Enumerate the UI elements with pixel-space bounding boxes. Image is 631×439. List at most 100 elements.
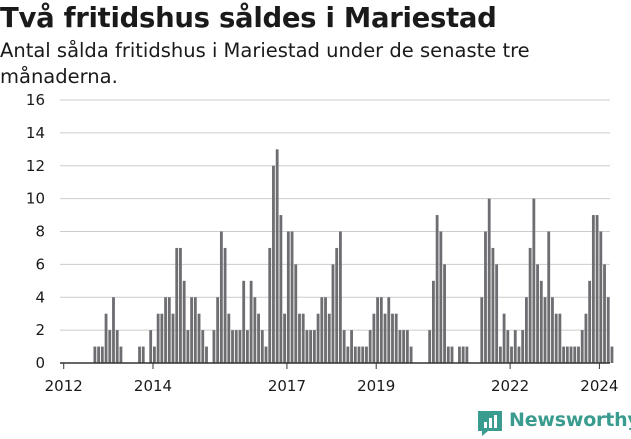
y-tick-label: 12 [26, 157, 45, 175]
bar [539, 280, 543, 363]
bar [365, 346, 368, 363]
chart-subtitle: Antal sålda fritidshus i Mariestad under… [0, 39, 530, 88]
bar [491, 247, 495, 363]
bar [484, 231, 487, 363]
y-axis-ticks: 0 2 4 6 8 10 12 14 16 [26, 91, 45, 372]
bar [186, 330, 190, 363]
bar [439, 231, 443, 363]
bar [190, 297, 194, 363]
bar [353, 346, 357, 363]
bar [346, 346, 350, 363]
bar [93, 346, 97, 363]
bar [536, 264, 539, 363]
bar [327, 313, 331, 363]
x-tick-label: 2024 [580, 377, 618, 395]
bar [591, 215, 595, 363]
bar [428, 330, 432, 363]
bar [551, 297, 554, 363]
bar [171, 313, 175, 363]
bar [446, 346, 450, 363]
bar [175, 247, 179, 363]
bar [595, 215, 599, 363]
x-tick-label: 2012 [45, 377, 83, 395]
bar [246, 330, 249, 363]
bar [379, 297, 383, 363]
bar [264, 346, 268, 363]
bar [294, 264, 298, 363]
bar [554, 313, 558, 363]
bar [193, 297, 197, 363]
bar [573, 346, 577, 363]
bar [312, 330, 316, 363]
x-axis-ticks: 2012 2014 2017 2019 2022 2024 [45, 363, 618, 395]
newsworthy-logo: Newsworthy [476, 408, 631, 436]
bar [316, 313, 320, 363]
bar [435, 215, 439, 363]
bar [339, 231, 342, 363]
bar [309, 330, 313, 363]
bar [305, 330, 309, 363]
bar [465, 346, 469, 363]
bar [179, 247, 182, 363]
bar [432, 280, 435, 363]
bar [480, 297, 484, 363]
bar [249, 280, 253, 363]
bar [383, 313, 387, 363]
bar [547, 231, 551, 363]
bar [502, 313, 506, 363]
bar [97, 346, 101, 363]
x-tick-label: 2017 [268, 377, 306, 395]
bar [238, 330, 242, 363]
bar [112, 297, 115, 363]
bar [357, 346, 361, 363]
bar [286, 231, 290, 363]
bar [584, 313, 588, 363]
bar [149, 330, 153, 363]
y-tick-label: 4 [35, 288, 45, 306]
bar [104, 313, 108, 363]
bar [223, 247, 227, 363]
bar [569, 346, 573, 363]
newsworthy-logo-text: Newsworthy [509, 409, 631, 431]
bar [394, 313, 398, 363]
bar [599, 231, 603, 363]
bar [242, 280, 246, 363]
bar [108, 330, 112, 363]
bar [525, 297, 528, 363]
bar [197, 313, 201, 363]
bar [532, 198, 536, 363]
bar [260, 330, 264, 363]
bar [253, 297, 257, 363]
bar [335, 247, 339, 363]
y-tick-label: 10 [26, 190, 45, 208]
bar [138, 346, 141, 363]
bar [528, 247, 532, 363]
bar [443, 264, 446, 363]
bar [298, 313, 301, 363]
bar [510, 346, 513, 363]
bar [513, 330, 517, 363]
bar [156, 313, 160, 363]
bar [119, 346, 123, 363]
bar [283, 313, 287, 363]
chart-title: Två fritidshus såldes i Mariestad [0, 2, 497, 34]
bar [368, 330, 372, 363]
bar [562, 346, 566, 363]
bar [301, 313, 305, 363]
bar [361, 346, 365, 363]
bar [577, 346, 580, 363]
bar [257, 313, 260, 363]
bar [588, 280, 592, 363]
y-tick-label: 2 [35, 321, 45, 339]
bar [610, 346, 614, 363]
bar [331, 264, 335, 363]
x-tick-label: 2019 [357, 377, 395, 395]
y-tick-label: 8 [35, 223, 45, 241]
bar [558, 313, 562, 363]
bar [227, 313, 231, 363]
bar [543, 297, 547, 363]
bar [376, 297, 380, 363]
bar [521, 330, 525, 363]
bar [450, 346, 454, 363]
bar [272, 165, 275, 363]
